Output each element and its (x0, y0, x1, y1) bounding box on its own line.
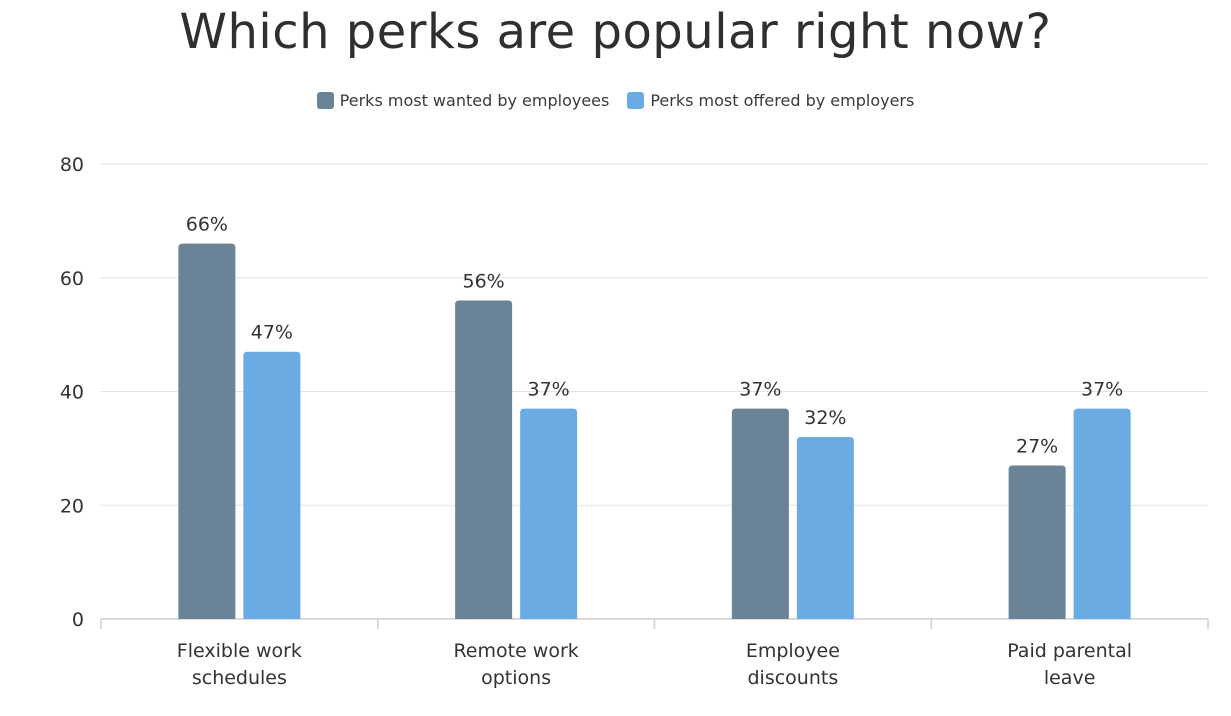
y-tick-label: 0 (72, 609, 84, 631)
x-category-label: Remote work (453, 640, 578, 662)
data-label: 27% (1016, 435, 1058, 457)
legend-label-offered: Perks most offered by employers (650, 91, 915, 110)
y-tick-label: 20 (60, 495, 84, 517)
data-label: 56% (463, 271, 505, 293)
bar (243, 351, 301, 619)
bar (1073, 408, 1131, 619)
chart-title: Which perks are popular right now? (179, 4, 1052, 60)
x-category-label: Paid parental (1007, 640, 1132, 662)
y-tick-label: 40 (60, 382, 84, 404)
data-label: 66% (186, 214, 228, 236)
x-category-label: Flexible work (177, 640, 302, 662)
data-label: 37% (528, 379, 570, 401)
x-category-label: schedules (192, 667, 287, 689)
bar (731, 408, 789, 619)
bar (520, 408, 578, 619)
legend-label-wanted: Perks most wanted by employees (339, 91, 610, 110)
y-tick-label: 80 (60, 154, 84, 176)
y-tick-label: 60 (60, 268, 84, 290)
bar (178, 243, 236, 619)
chart-legend: Perks most wanted by employees Perks mos… (0, 91, 1231, 110)
x-category-label: leave (1044, 667, 1096, 689)
x-category-label: options (481, 667, 551, 689)
data-label: 37% (739, 379, 781, 401)
x-category-label: Employee (746, 640, 840, 662)
legend-item-wanted: Perks most wanted by employees (316, 91, 610, 110)
x-category-label: discounts (748, 667, 839, 689)
data-label: 32% (804, 407, 846, 429)
legend-swatch-offered (627, 92, 645, 109)
bar (1008, 465, 1066, 619)
bar (796, 437, 854, 619)
legend-swatch-wanted (316, 92, 334, 109)
bar (455, 300, 513, 619)
data-label: 37% (1081, 379, 1123, 401)
data-label: 47% (251, 322, 293, 344)
legend-item-offered: Perks most offered by employers (627, 91, 914, 110)
